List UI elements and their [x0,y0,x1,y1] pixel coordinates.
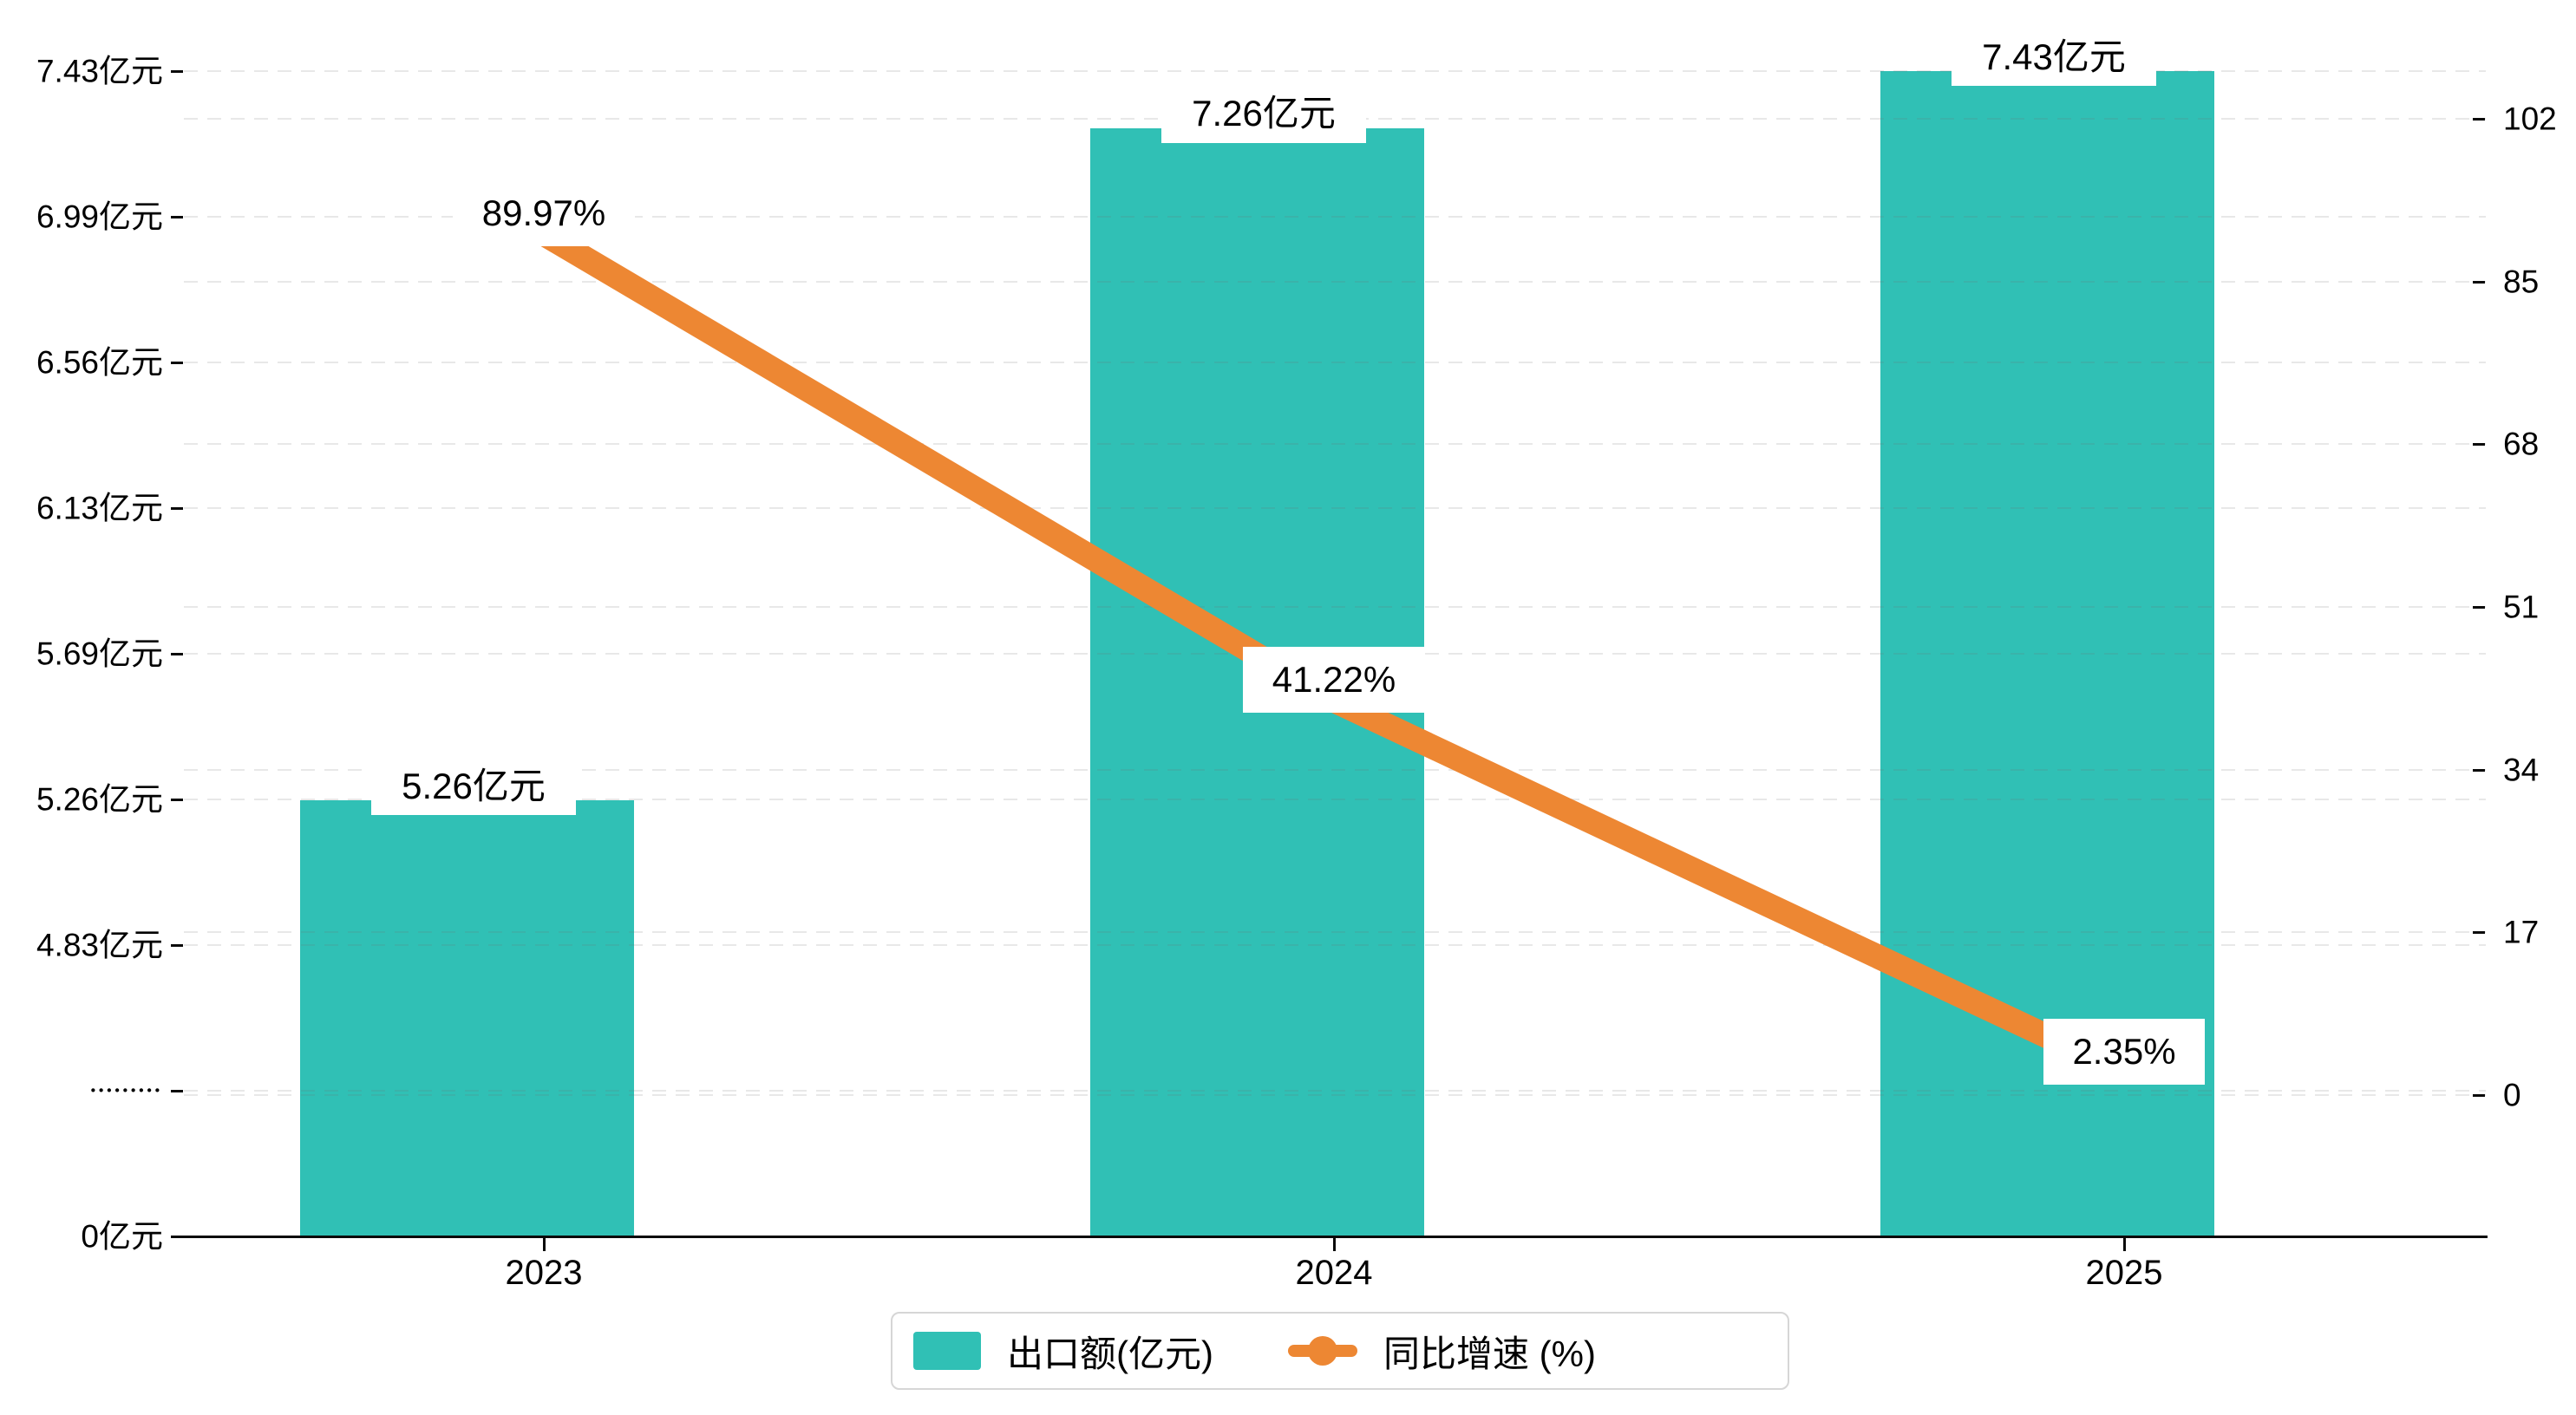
y-left-tick-label: 6.99亿元 [36,199,163,235]
gridline-right-axis [184,280,2486,283]
y-left-tick-label: 5.69亿元 [36,636,163,672]
x-axis-label-2025: 2025 [2085,1254,2163,1292]
y-left-tick-mark [171,216,183,218]
x-axis-line [178,1236,2488,1238]
x-axis-label-2024: 2024 [1295,1254,1373,1292]
bar-value-label: 7.26亿元 [1161,78,1366,143]
line-value-label: 41.22% [1243,646,1425,713]
export-bar-2023[interactable] [299,800,634,1236]
y-left-tick-mark [171,507,183,510]
y-right-tick-mark [2473,768,2485,772]
y-left-tick-label: 4.83亿元 [36,927,163,963]
y-right-tick-label: 17 [2503,914,2540,950]
y-left-axis-break-label: ••••••••• [90,1083,163,1099]
y-left-tick-mark [171,944,183,947]
gridline-left-axis [184,362,2486,363]
y-left-tick-mark [171,70,183,73]
y-left-tick-label: 5.26亿元 [36,781,163,818]
y-right-tick-mark [2473,1094,2485,1097]
legend[interactable]: 出口额(亿元) 同比增速 (%) [891,1312,1789,1390]
y-right-tick-mark [2473,931,2485,935]
y-right-tick-mark [2473,443,2485,447]
gridline-left-axis [184,1090,2486,1092]
y-left-tick-label: 0亿元 [81,1218,163,1255]
y-right-tick-label: 51 [2503,589,2540,625]
legend-bar-label: 出口额(亿元) [1007,1333,1213,1374]
gridline-right-axis [184,606,2486,608]
x-tick-mark [2123,1236,2126,1251]
gridline-right-axis [184,931,2486,934]
gridline-left-axis [184,70,2486,72]
y-left-tick-mark [171,653,183,655]
bar-value-label: 5.26亿元 [371,751,576,816]
gridline-left-axis [184,507,2486,509]
gridline-right-axis [184,1094,2486,1096]
legend-bar-swatch [913,1332,981,1370]
y-left-tick-mark [171,362,183,364]
y-right-tick-label: 0 [2503,1077,2521,1113]
legend-line-label: 同比增速 (%) [1383,1333,1596,1374]
gridline-left-axis [184,944,2486,946]
gridline-left-axis [184,216,2486,218]
x-tick-mark [1333,1236,1336,1251]
gridline-left-axis [184,799,2486,800]
y-left-tick-mark [171,1236,183,1238]
x-tick-mark [543,1236,546,1251]
line-value-label: 2.35% [2043,1019,2205,1086]
legend-line-marker-icon [1307,1336,1337,1366]
y-left-tick-label: 6.13亿元 [36,490,163,526]
y-left-tick-mark [171,1090,183,1092]
x-axis-label-2023: 2023 [505,1254,583,1292]
y-right-tick-mark [2473,606,2485,609]
bar-value-label: 7.43亿元 [1952,22,2156,86]
legend-line-icon [1287,1333,1357,1368]
gridline-right-axis [184,768,2486,771]
y-right-tick-label: 102 [2503,101,2557,137]
y-left-tick-label: 6.56亿元 [36,344,163,381]
line-value-label: 89.97% [453,179,635,246]
y-left-tick-mark [171,799,183,801]
y-right-tick-mark [2473,118,2485,121]
y-right-tick-label: 68 [2503,426,2540,462]
gridline-right-axis [184,443,2486,446]
y-right-tick-label: 34 [2503,752,2540,788]
y-right-tick-label: 85 [2503,264,2540,300]
y-left-tick-label: 7.43亿元 [36,53,163,89]
y-right-tick-mark [2473,280,2485,284]
